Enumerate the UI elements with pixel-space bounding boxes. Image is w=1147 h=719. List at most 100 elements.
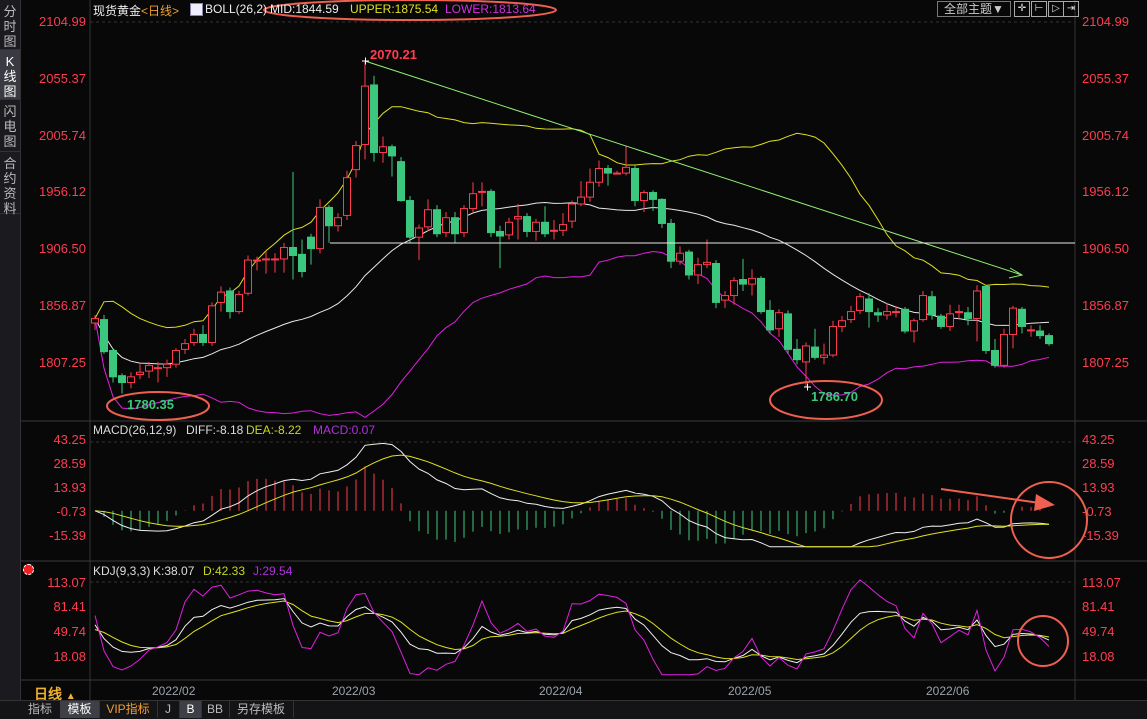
candle — [487, 189, 495, 238]
candle — [334, 213, 342, 232]
price-axis-label-left: 2055.37 — [39, 70, 86, 86]
candle — [874, 308, 882, 322]
candle — [397, 157, 405, 202]
macd-axis-label-right: -0.73 — [1082, 504, 1112, 519]
candle — [316, 199, 324, 254]
tab-b[interactable]: B — [180, 701, 202, 718]
kdj-panel — [94, 579, 1050, 676]
candle — [793, 339, 801, 365]
candle — [586, 168, 594, 202]
tab-indicators[interactable]: 指标 — [20, 701, 61, 718]
low-price-label-2: 1786.70 — [811, 389, 858, 404]
macd-highlight-circle — [1010, 481, 1088, 559]
macd-axis-label-right: 43.25 — [1082, 432, 1115, 447]
candle-body — [181, 343, 189, 350]
tab-save-template[interactable]: 另存模板 — [229, 701, 294, 718]
candle — [118, 373, 126, 394]
period-selector[interactable]: 日线 ▲ — [34, 684, 76, 704]
candle-body — [532, 221, 540, 232]
candle — [271, 253, 279, 273]
period-label[interactable]: <日线> — [141, 4, 180, 18]
candle — [1027, 325, 1035, 337]
sidebar-tab-timeshare[interactable]: 分时图 — [0, 0, 20, 50]
sidebar: 分时图 K线图 闪电图 合约资料 — [0, 0, 21, 700]
candle — [253, 256, 261, 271]
indicator-chart-icon[interactable] — [190, 3, 203, 16]
macd-diff-line — [94, 442, 1050, 548]
macd-trend-arrow — [940, 488, 1041, 504]
candle-body — [289, 246, 297, 256]
candle-body — [694, 264, 702, 276]
candle — [604, 165, 612, 186]
price-axis-label-right: 1856.87 — [1082, 297, 1129, 313]
zoom-range-icon[interactable]: ⊢ — [1031, 1, 1047, 17]
boll-upper: UPPER:1875.54 — [350, 2, 439, 16]
tab-templates[interactable]: 模板 — [60, 701, 100, 718]
kdj-j: J:29.54 — [253, 564, 293, 578]
candle-body — [415, 227, 423, 238]
candle — [145, 361, 153, 378]
candle-body — [469, 193, 477, 210]
candle — [136, 364, 144, 380]
macd-label: MACD(26,12,9) — [93, 423, 177, 437]
play-range-icon[interactable]: ▷ — [1048, 1, 1064, 17]
candle-body — [109, 349, 117, 378]
candle-body — [172, 349, 180, 365]
candle — [541, 206, 549, 238]
period-arrow-icon: ▲ — [65, 691, 76, 702]
indicator-settings-icon[interactable] — [23, 564, 34, 575]
move-right-icon[interactable]: ⇥ — [1063, 1, 1079, 17]
theme-dropdown-button[interactable]: 全部主题▼ — [937, 1, 1011, 17]
sidebar-tab-flash[interactable]: 闪电图 — [0, 100, 20, 152]
candle — [703, 239, 711, 269]
price-axis-label-left: 1906.50 — [39, 241, 86, 257]
candle — [1009, 305, 1017, 349]
candle-body — [568, 203, 576, 222]
candle-body — [676, 252, 684, 262]
candle — [226, 287, 234, 319]
candles — [91, 61, 1053, 394]
candle — [937, 313, 945, 329]
date-axis-label: 2022/06 — [926, 684, 970, 698]
trend-arrow-icon — [1008, 267, 1024, 279]
macd-axis-label-left: -15.39 — [49, 528, 86, 543]
tab-j[interactable]: J — [157, 701, 180, 718]
candle-body — [496, 230, 504, 237]
candle-body — [523, 216, 531, 232]
candle-body — [379, 146, 387, 153]
sidebar-tab-kline[interactable]: K线图 — [0, 50, 20, 100]
candle — [757, 276, 765, 314]
candle-body — [973, 290, 981, 319]
candle-body — [370, 84, 378, 153]
candle — [1000, 328, 1008, 368]
price-axis-label-right: 2005.74 — [1082, 127, 1129, 143]
candle-body — [253, 259, 261, 262]
symbol-name: 现货黄金 — [93, 4, 142, 18]
price-axis-label-left: 2104.99 — [39, 14, 86, 29]
price-axis-label-right: 1956.12 — [1082, 184, 1129, 200]
candle-body — [397, 161, 405, 202]
candle-body — [1036, 330, 1044, 337]
candle-body — [1027, 329, 1035, 332]
candle — [361, 61, 369, 160]
candle — [928, 290, 936, 320]
candle-body — [325, 206, 333, 227]
candle — [460, 205, 468, 238]
tab-bb[interactable]: BB — [201, 701, 230, 718]
candle — [883, 303, 891, 320]
candle — [865, 293, 873, 328]
candle-body — [919, 295, 927, 321]
sidebar-tab-contract-info[interactable]: 合约资料 — [0, 152, 20, 216]
candle-body — [1009, 307, 1017, 335]
crosshair-icon[interactable]: ✛ — [1014, 1, 1030, 17]
candle-body — [685, 251, 693, 276]
candle — [811, 328, 819, 360]
tab-vip-indicators[interactable]: VIP指标 — [99, 701, 158, 718]
price-axis-label-left: 2005.74 — [39, 127, 86, 143]
candle-body — [946, 313, 954, 327]
candle — [856, 293, 864, 314]
price-axis-label-left: 1807.25 — [39, 354, 86, 370]
candle — [568, 200, 576, 229]
candle — [208, 302, 216, 346]
